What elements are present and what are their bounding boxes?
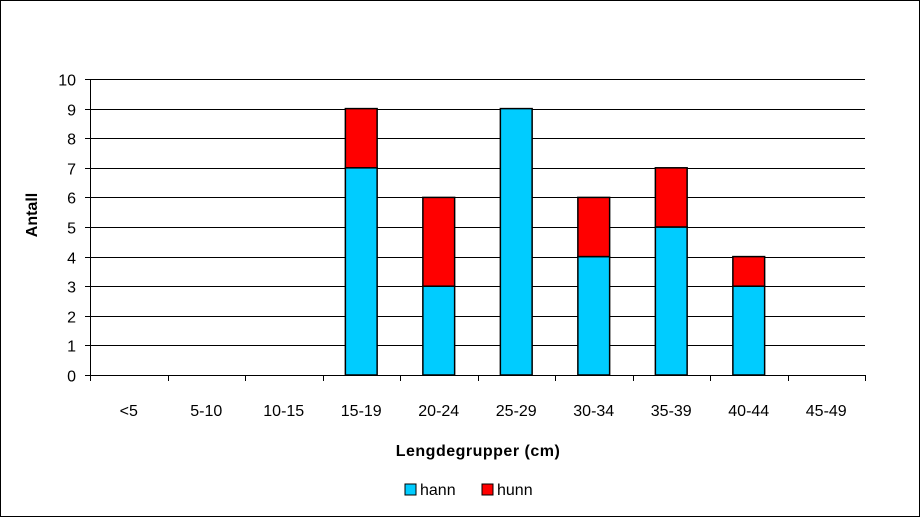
- x-tick-label-4: 20-24: [418, 403, 459, 420]
- bars: [344, 107, 766, 376]
- bar-hunn-7: [654, 167, 688, 228]
- x-tick-label-5: 25-29: [496, 403, 537, 420]
- bar-hann-6: [577, 255, 611, 376]
- legend-label-hunn: hunn: [497, 482, 533, 499]
- x-tick-label-0: <5: [120, 403, 138, 420]
- x-tick-label-8: 40-44: [728, 403, 769, 420]
- y-tick-label-0: 0: [67, 369, 76, 386]
- x-tick-label-2: 10-15: [263, 403, 304, 420]
- legend-swatch-hunn: [481, 483, 494, 496]
- y-tick-label-1: 1: [67, 339, 76, 356]
- y-tick-label-2: 2: [67, 310, 76, 327]
- y-tick-label-9: 9: [67, 103, 76, 120]
- bar-hunn-4: [422, 196, 456, 287]
- bar-hann-5: [499, 107, 533, 376]
- axes: [85, 79, 866, 381]
- bar-hann-4: [422, 285, 456, 376]
- y-axis-title: Antall: [24, 193, 41, 237]
- x-axis-title: Lengdegrupper (cm): [396, 443, 561, 460]
- bar-hunn-6: [577, 196, 611, 258]
- y-tick-label-6: 6: [67, 191, 76, 208]
- y-tick-label-4: 4: [67, 251, 76, 268]
- bar-hann-8: [732, 285, 766, 376]
- x-tick-label-3: 15-19: [341, 403, 382, 420]
- x-axis-tick-labels: <5 5-10 10-15 15-19 20-24 25-29 30-34 35-39 40-4…: [120, 403, 847, 420]
- y-tick-label-3: 3: [67, 280, 76, 297]
- y-tick-label-7: 7: [67, 162, 76, 179]
- bar-hann-3: [344, 167, 378, 376]
- bar-hann-7: [654, 226, 688, 376]
- legend-swatch-hann: [404, 483, 417, 496]
- x-tick-label-9: 45-49: [806, 403, 847, 420]
- y-tick-label-8: 8: [67, 132, 76, 149]
- bar-hunn-8: [732, 255, 766, 287]
- y-tick-label-5: 5: [67, 221, 76, 238]
- x-tick-label-6: 30-34: [573, 403, 614, 420]
- x-tick-label-7: 35-39: [651, 403, 692, 420]
- x-tick-label-1: 5-10: [190, 403, 222, 420]
- bar-hunn-3: [344, 107, 378, 169]
- legend: hann hunn: [404, 482, 533, 499]
- y-axis-tick-labels: 0 1 2 3 4 5 6 7 8 9 10: [58, 73, 76, 386]
- y-tick-label-10: 10: [58, 73, 76, 90]
- legend-label-hann: hann: [420, 482, 456, 499]
